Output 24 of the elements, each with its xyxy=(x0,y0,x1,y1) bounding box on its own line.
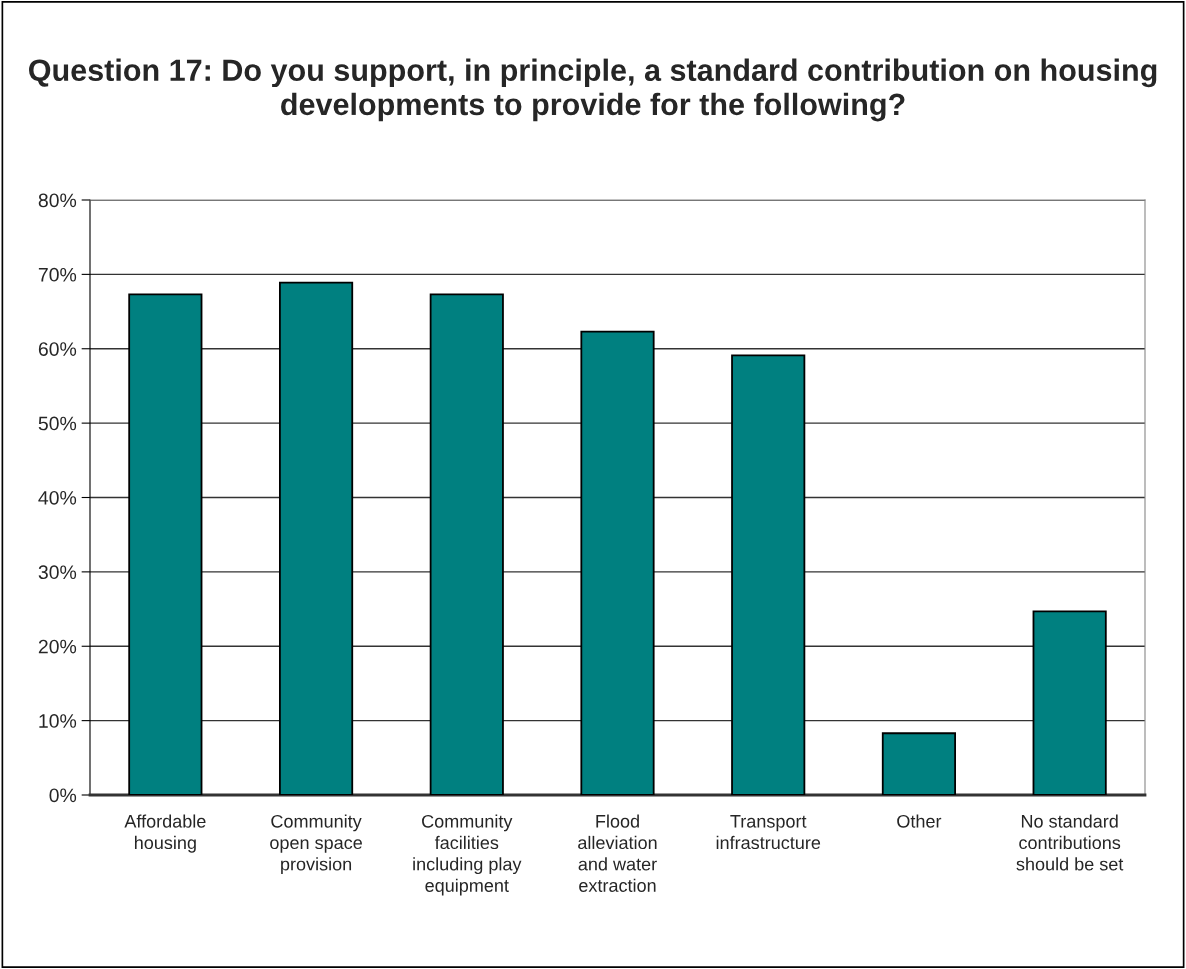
bar xyxy=(278,281,354,795)
y-tick-label: 0% xyxy=(49,788,77,803)
bar xyxy=(580,330,655,795)
y-tick-label: 20% xyxy=(38,639,77,654)
bar xyxy=(429,293,504,795)
bar xyxy=(1032,610,1107,795)
x-tick-label: Affordable housing xyxy=(124,814,206,853)
x-tick-label: Flood alleviation and water extraction xyxy=(578,814,657,892)
bar xyxy=(881,732,957,795)
x-tick-label: No standard contributions should be set xyxy=(1016,814,1124,871)
y-tick-label: 70% xyxy=(38,267,77,282)
x-tick-label: Community open space provision xyxy=(270,814,362,875)
y-tick-label: 60% xyxy=(38,342,77,356)
y-tick-label: 40% xyxy=(38,490,77,505)
x-tick-label: Community facilities including play equipment xyxy=(413,814,522,896)
y-tick-label: 10% xyxy=(39,714,77,728)
y-tick-label: 30% xyxy=(38,565,77,580)
x-tick-label: Transport infrastructure xyxy=(716,815,821,850)
bar xyxy=(128,293,203,795)
y-tick-label: 80% xyxy=(38,193,77,208)
chart-title: Question 17: Do you support, in principle, a standard contribution on housing developments to provide for the following? xyxy=(29,58,1157,122)
y-tick-label: 50% xyxy=(38,416,77,431)
x-tick-label: Other xyxy=(897,814,942,828)
bar xyxy=(731,354,806,795)
